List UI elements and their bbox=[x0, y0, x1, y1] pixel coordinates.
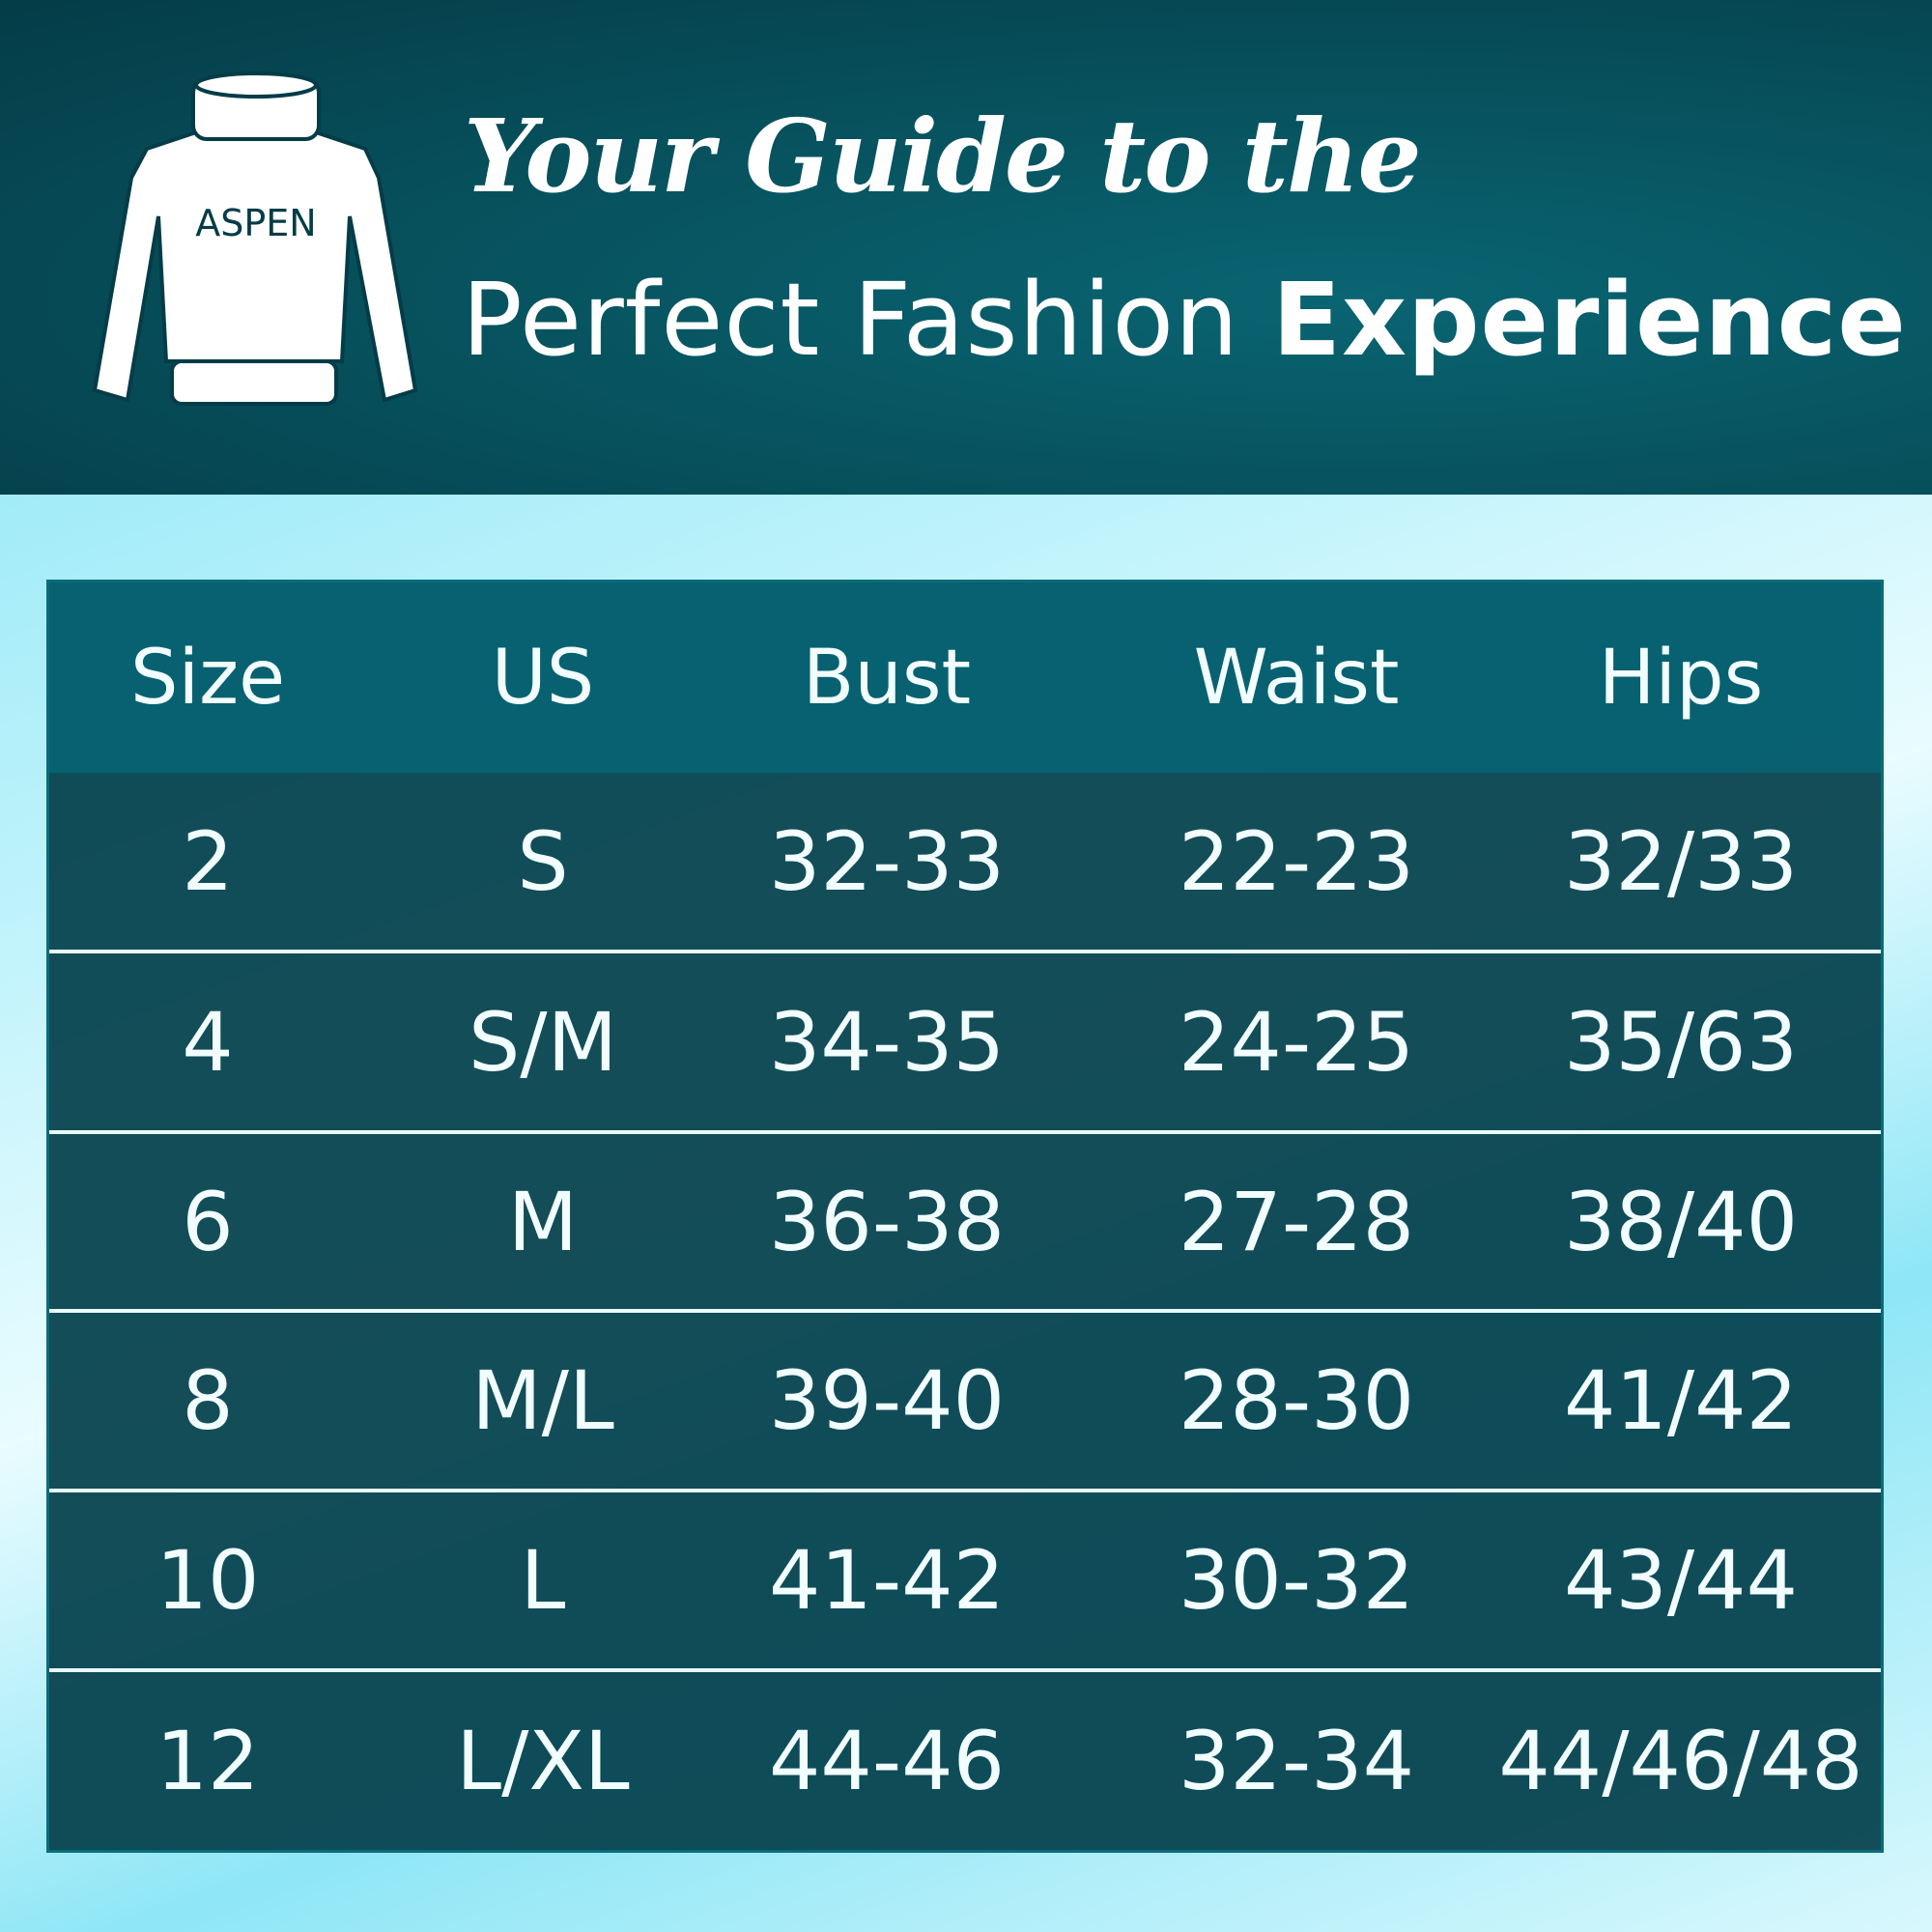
cell-us: S/M bbox=[468, 994, 618, 1090]
cell-size: 8 bbox=[182, 1353, 234, 1448]
column-header-size: Size bbox=[129, 634, 286, 722]
cell-waist: 28-30 bbox=[1178, 1353, 1415, 1448]
cell-size: 12 bbox=[156, 1714, 260, 1808]
cell-waist: 30-32 bbox=[1178, 1533, 1415, 1628]
cell-hips: 32/33 bbox=[1563, 813, 1799, 909]
column-header-hips: Hips bbox=[1598, 634, 1764, 722]
table-header-row: Size US Bust Waist Hips bbox=[49, 582, 1881, 773]
cell-us: L/XL bbox=[456, 1714, 630, 1808]
cell-bust: 41-42 bbox=[768, 1533, 1006, 1628]
header-banner: ASPEN Your Guide to the Perfect Fashion … bbox=[0, 0, 1932, 495]
sweater-logo-icon: ASPEN bbox=[92, 71, 418, 406]
cell-waist: 27-28 bbox=[1178, 1174, 1415, 1269]
table-row: 12 L/XL 44-46 32-34 44/46/48 bbox=[49, 1668, 1881, 1850]
cell-us: M bbox=[507, 1174, 579, 1269]
table-row: 2 S 32-33 22-23 32/33 bbox=[49, 773, 1881, 950]
table-row: 4 S/M 34-35 24-25 35/63 bbox=[49, 950, 1881, 1130]
size-chart-table: Size US Bust Waist Hips 2 S 32-33 22-23 32/33 4 S/… bbox=[46, 580, 1884, 1853]
cell-size: 2 bbox=[182, 813, 234, 909]
title-main: Perfect Fashion Experience bbox=[462, 261, 1907, 379]
cell-hips: 43/44 bbox=[1563, 1533, 1799, 1628]
cell-size: 4 bbox=[182, 994, 234, 1090]
title-bold: Experience bbox=[1271, 261, 1907, 379]
cell-bust: 32-33 bbox=[768, 813, 1006, 909]
cell-us: L bbox=[520, 1533, 566, 1628]
cell-bust: 39-40 bbox=[768, 1353, 1006, 1448]
column-header-bust: Bust bbox=[802, 634, 972, 722]
cell-bust: 34-35 bbox=[768, 994, 1006, 1090]
column-header-waist: Waist bbox=[1193, 634, 1400, 722]
cell-bust: 44-46 bbox=[768, 1714, 1006, 1808]
title-regular: Perfect Fashion bbox=[462, 261, 1239, 379]
cell-us: M/L bbox=[471, 1353, 614, 1448]
table-row: 10 L 41-42 30-32 43/44 bbox=[49, 1489, 1881, 1668]
cell-hips: 41/42 bbox=[1563, 1353, 1799, 1448]
cell-size: 10 bbox=[156, 1533, 260, 1628]
table-row: 6 M 36-38 27-28 38/40 bbox=[49, 1130, 1881, 1309]
table-row: 8 M/L 39-40 28-30 41/42 bbox=[49, 1309, 1881, 1489]
cell-hips: 44/46/48 bbox=[1498, 1714, 1863, 1808]
cell-waist: 32-34 bbox=[1178, 1714, 1415, 1808]
logo-text: ASPEN bbox=[195, 202, 316, 244]
cell-size: 6 bbox=[182, 1174, 234, 1269]
column-header-us: US bbox=[491, 634, 595, 722]
cell-waist: 24-25 bbox=[1178, 994, 1415, 1090]
cell-us: S bbox=[517, 813, 569, 909]
cell-hips: 38/40 bbox=[1563, 1174, 1799, 1269]
title-script: Your Guide to the bbox=[464, 97, 1422, 215]
cell-bust: 36-38 bbox=[768, 1174, 1006, 1269]
cell-waist: 22-23 bbox=[1178, 813, 1415, 909]
cell-hips: 35/63 bbox=[1563, 994, 1799, 1090]
